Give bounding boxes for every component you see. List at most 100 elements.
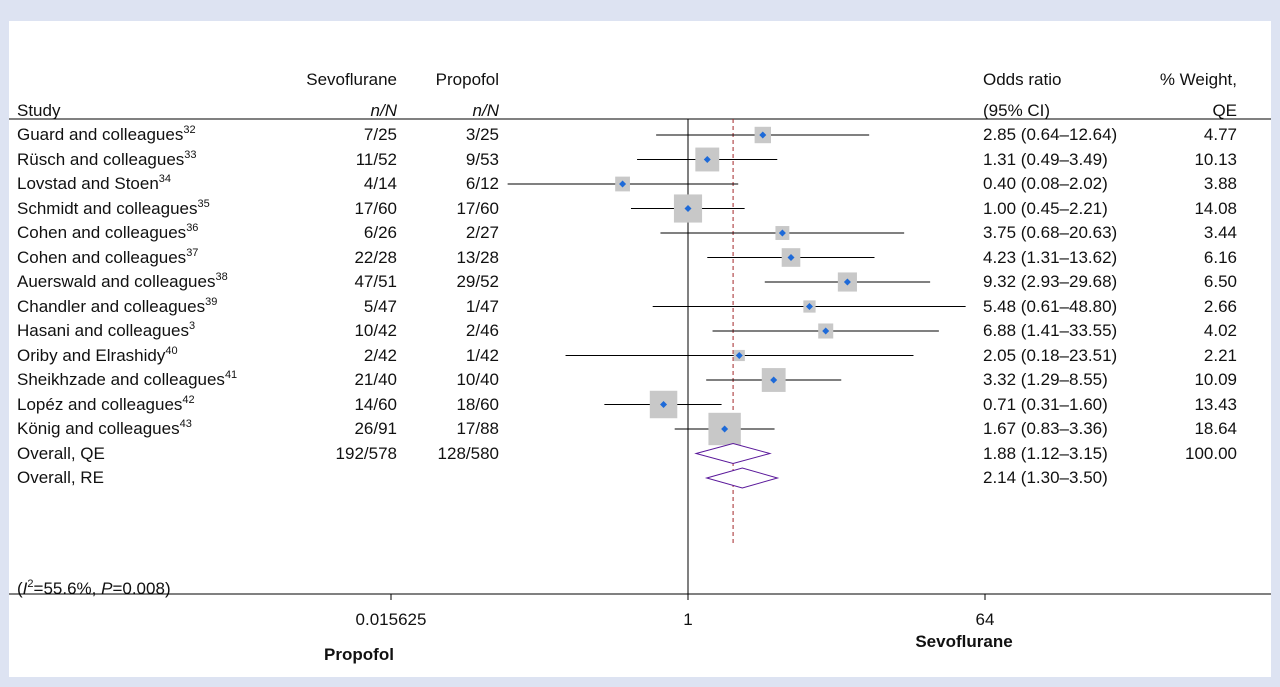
reference-number: 38 xyxy=(215,271,228,283)
heterogeneity-stat: (I2=55.6%, P=0.008) xyxy=(17,578,171,599)
propofol-count: 17/88 xyxy=(456,419,499,438)
axis-label-sevoflurane: Sevoflurane xyxy=(915,632,1013,651)
reference-number: 39 xyxy=(205,295,218,308)
odds-ratio-ci: 5.48 (0.61–48.80) xyxy=(983,296,1118,316)
study-name-text: Chandler and colleagues xyxy=(17,296,206,316)
point-estimate xyxy=(822,327,830,335)
header-nN-sevo: n/N xyxy=(370,101,397,120)
axis-tick-label: 0.015625 xyxy=(355,610,427,629)
point-estimate xyxy=(787,254,795,261)
study-name-text: Overall, RE xyxy=(17,468,104,487)
propofol-count: 13/28 xyxy=(456,247,499,267)
odds-ratio-ci: 4.23 (1.31–13.62) xyxy=(983,247,1118,267)
odds-ratio-ci: 2.85 (0.64–12.64) xyxy=(983,125,1118,144)
reference-number: 43 xyxy=(179,418,192,430)
point-estimate xyxy=(660,401,668,408)
axis-label-propofol: Propofol xyxy=(324,645,394,664)
sevoflurane-count: 11/52 xyxy=(355,149,397,169)
overall-diamond xyxy=(704,467,780,489)
odds-ratio-ci: 2.14 (1.30–3.50) xyxy=(983,468,1108,487)
weight-value: 14.08 xyxy=(1194,198,1237,218)
study-name-text: Overall, QE xyxy=(17,443,105,463)
i2-label: I xyxy=(22,579,28,598)
study-name: Lopéz and colleagues42 xyxy=(17,393,195,415)
header-ci: (95% CI) xyxy=(983,101,1051,120)
study-name: Lovstad and Stoen34 xyxy=(17,174,171,194)
study-name-text: Oriby and Elrashidy xyxy=(17,345,166,365)
weight-value: 4.77 xyxy=(1203,125,1237,144)
sevoflurane-count: 5/47 xyxy=(363,296,397,316)
reference-number: 37 xyxy=(186,246,199,259)
study-name: Cohen and colleagues37 xyxy=(17,246,199,268)
axis-tick-label: 1 xyxy=(683,610,693,629)
sevoflurane-count: 4/14 xyxy=(363,174,397,193)
study-name-text: Guard and colleagues xyxy=(17,125,184,144)
study-name: Schmidt and colleagues35 xyxy=(17,197,210,219)
point-estimate xyxy=(619,180,627,188)
sevoflurane-count: 14/60 xyxy=(354,394,397,414)
study-name-text: Lopéz and colleagues xyxy=(17,394,183,414)
odds-ratio-ci: 0.71 (0.31–1.60) xyxy=(983,394,1108,414)
reference-number: 34 xyxy=(158,173,172,185)
sevoflurane-count: 7/25 xyxy=(363,125,397,144)
point-estimate xyxy=(843,278,851,286)
reference-number: 33 xyxy=(184,148,197,161)
overall-diamond xyxy=(694,442,772,465)
sevoflurane-count: 22/28 xyxy=(354,247,397,267)
propofol-count: 10/40 xyxy=(456,370,499,389)
weight-value: 18.64 xyxy=(1194,419,1237,438)
odds-ratio-ci: 1.31 (0.49–3.49) xyxy=(983,149,1108,169)
study-name: Auerswald and colleagues38 xyxy=(17,272,228,292)
p-value: =0.008 xyxy=(112,579,165,598)
study-name: Guard and colleagues32 xyxy=(17,125,196,145)
propofol-count: 1/42 xyxy=(465,345,499,365)
sevoflurane-count: 2/42 xyxy=(363,345,397,365)
odds-ratio-ci: 3.32 (1.29–8.55) xyxy=(983,370,1108,389)
header-study: Study xyxy=(17,101,61,120)
i2-value: =55.6%, xyxy=(33,579,102,598)
header-nN-prop: n/N xyxy=(472,101,499,120)
propofol-count: 2/46 xyxy=(465,321,499,340)
propofol-count: 1/47 xyxy=(465,296,499,316)
propofol-count: 6/12 xyxy=(465,174,499,193)
study-name: Chandler and colleagues39 xyxy=(17,295,218,317)
reference-number: 3 xyxy=(189,320,196,332)
reference-number: 40 xyxy=(165,344,178,357)
study-name-text: Auerswald and colleagues xyxy=(17,272,216,291)
odds-ratio-ci: 9.32 (2.93–29.68) xyxy=(983,272,1118,291)
point-estimate xyxy=(770,376,778,384)
sevoflurane-count: 17/60 xyxy=(354,198,397,218)
overall-label: Overall, RE xyxy=(17,468,104,488)
propofol-count: 9/53 xyxy=(465,149,499,169)
reference-number: 35 xyxy=(197,197,210,210)
study-name: Sheikhzade and colleagues41 xyxy=(17,370,237,390)
point-estimate xyxy=(805,303,813,310)
sevoflurane-count: 192/578 xyxy=(335,443,397,463)
propofol-count: 29/52 xyxy=(456,272,499,291)
reference-number: 36 xyxy=(186,222,199,234)
sevoflurane-count: 26/91 xyxy=(354,419,397,438)
study-name-text: Cohen and colleagues xyxy=(17,247,187,267)
axis-tick-label: 64 xyxy=(975,610,995,629)
weight-value: 3.88 xyxy=(1203,174,1237,193)
odds-ratio-ci: 0.40 (0.08–2.02) xyxy=(983,174,1108,193)
sevoflurane-count: 10/42 xyxy=(354,321,397,340)
study-name: Rüsch and colleagues33 xyxy=(17,148,197,170)
study-name-text: Schmidt and colleagues xyxy=(17,198,198,218)
overall-label: Overall, QE xyxy=(17,444,105,464)
weight-value: 10.13 xyxy=(1194,149,1237,169)
reference-number: 42 xyxy=(182,393,195,406)
study-name-text: Lovstad and Stoen xyxy=(17,174,159,193)
weight-value: 10.09 xyxy=(1194,370,1237,389)
study-name-text: Sheikhzade and colleagues xyxy=(17,370,225,389)
propofol-count: 17/60 xyxy=(456,198,499,218)
weight-value: 13.43 xyxy=(1194,394,1237,414)
point-estimate xyxy=(703,156,711,163)
sevoflurane-count: 6/26 xyxy=(363,223,397,242)
weight-value: 6.50 xyxy=(1203,272,1237,291)
forest-plot-panel: Sevoflurane Propofol Study n/N n/N Odds … xyxy=(9,21,1271,677)
odds-ratio-ci: 1.67 (0.83–3.36) xyxy=(983,419,1108,438)
header-weight: % Weight, xyxy=(1159,70,1237,89)
odds-ratio-ci: 6.88 (1.41–33.55) xyxy=(983,321,1118,340)
point-estimate xyxy=(759,131,767,139)
